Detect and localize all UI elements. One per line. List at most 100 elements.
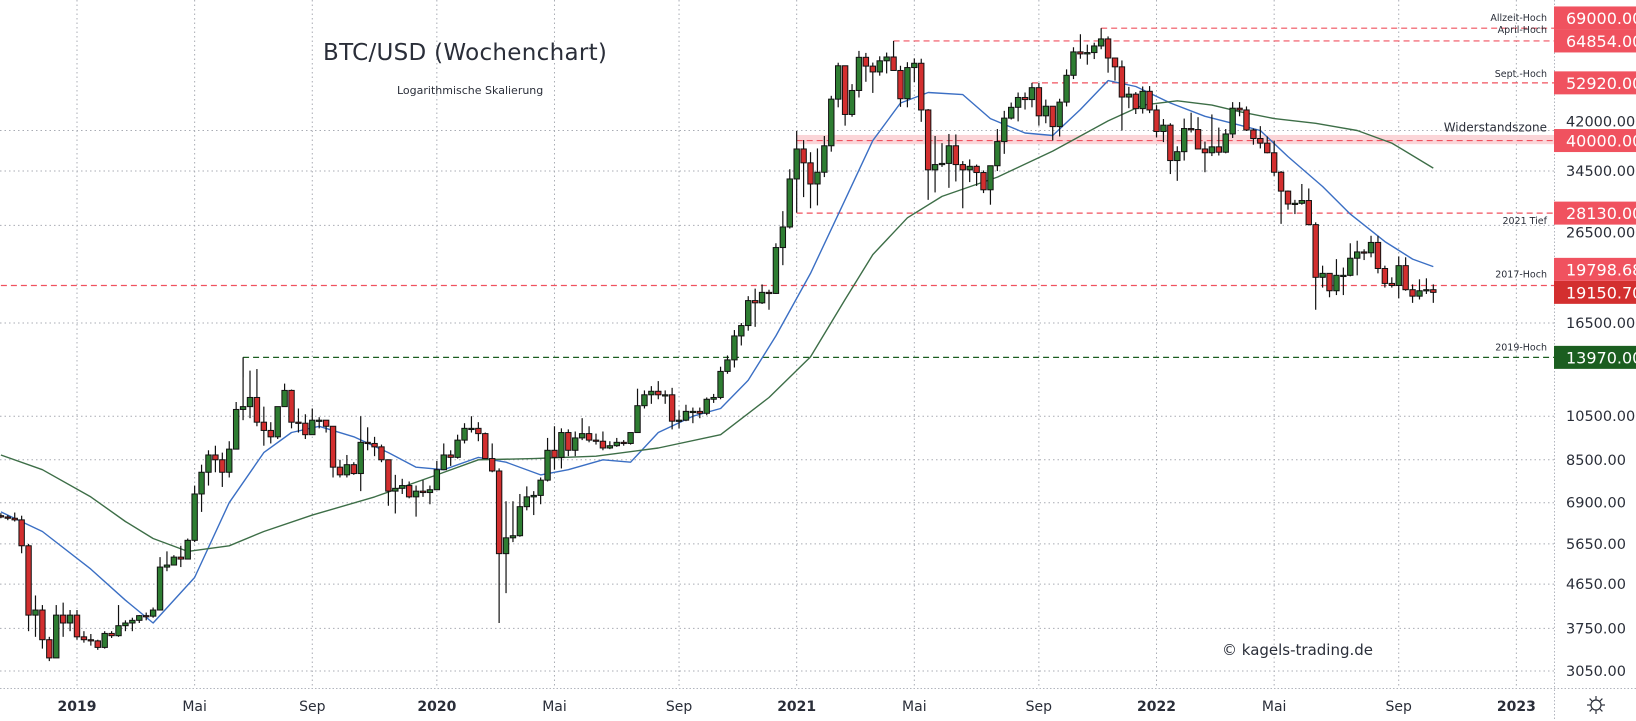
candle [1049, 105, 1056, 141]
candle-body-up [66, 614, 74, 624]
plot-area [0, 0, 1554, 688]
price-tick-label: 3050.00 [1566, 664, 1626, 680]
candle-body-up [170, 556, 178, 566]
candle [1354, 240, 1361, 276]
candle-body-up [1354, 251, 1361, 259]
candle [869, 62, 876, 93]
candle [862, 52, 870, 82]
candle [613, 437, 620, 447]
level-label: April-Hoch [1498, 25, 1547, 36]
candle-body-down [1381, 268, 1389, 284]
candle [537, 477, 544, 505]
candle-body-down [765, 291, 773, 295]
candle [710, 393, 717, 403]
candle-body-up [634, 405, 641, 434]
price-tick-label: 42000.00 [1566, 114, 1635, 130]
candle-body-down [405, 485, 413, 498]
candle-body-up [281, 389, 288, 408]
candle [246, 370, 254, 419]
candle-body-down [1167, 124, 1174, 162]
candle-body-down [1236, 107, 1243, 111]
candle-body-down [39, 609, 46, 641]
candle-body-up [129, 619, 136, 624]
candle-body-up [226, 448, 233, 473]
candle-body-up [987, 165, 994, 191]
candle-body-up [149, 609, 157, 617]
candle [1257, 126, 1264, 149]
price-level-box [1554, 345, 1636, 369]
price-level-box [1554, 201, 1636, 225]
candle [1104, 36, 1112, 73]
candle [454, 434, 461, 459]
price-level-box-label: 28130.00 [1566, 204, 1636, 223]
candle-body-down [1132, 93, 1139, 110]
price-tick-label: 34500.00 [1566, 164, 1635, 180]
candle-body-up [1056, 101, 1063, 128]
candle [606, 441, 614, 450]
candle [1264, 136, 1271, 154]
candle [703, 397, 710, 416]
candle-body-down [0, 515, 5, 518]
candle [191, 485, 198, 543]
candle-body-up [122, 622, 129, 627]
candle [87, 633, 95, 646]
candle-body-down [807, 162, 814, 185]
price-tick-label: 16500.00 [1566, 316, 1635, 332]
candle-body-up [855, 56, 863, 91]
candle [495, 468, 503, 623]
candle [1132, 92, 1139, 115]
candle-body-down [489, 458, 496, 472]
candle [94, 639, 101, 650]
candle-body-down [1430, 289, 1437, 293]
candle-body-up [502, 537, 510, 555]
candle [80, 631, 88, 643]
candle-body-down [267, 429, 274, 438]
candle [1035, 82, 1043, 126]
candle [938, 143, 946, 167]
candle [1028, 82, 1036, 108]
candle [288, 389, 295, 429]
candle-body-up [1291, 202, 1299, 206]
candle [821, 135, 828, 178]
candle-body-up [440, 454, 447, 471]
candle-body-down [1360, 251, 1368, 254]
candle [994, 129, 1001, 172]
candle [662, 390, 669, 404]
candle [745, 296, 752, 331]
candle-body-up [828, 98, 835, 147]
candle-body-down [1409, 289, 1416, 297]
candle [1326, 272, 1333, 298]
candle [295, 408, 302, 433]
candle-body-up [53, 614, 60, 659]
candle-body-up [468, 427, 475, 431]
candle [1070, 47, 1077, 80]
time-tick-label: 2022 [1137, 699, 1176, 715]
candle [1091, 42, 1098, 60]
candle [904, 62, 911, 108]
candle [558, 428, 565, 469]
candle [807, 152, 814, 209]
gear-icon[interactable] [1585, 694, 1607, 716]
candle-body-up [1042, 105, 1049, 117]
candle [281, 383, 288, 408]
candle [170, 555, 178, 566]
current-price-box [1554, 280, 1636, 304]
candle [489, 443, 496, 473]
candle-body-up [675, 419, 683, 422]
candle [551, 426, 558, 470]
candle [758, 284, 766, 304]
candle [828, 95, 835, 152]
candle [18, 515, 25, 554]
candle-body-up [1125, 93, 1133, 98]
chart-title: BTC/USD (Wochenchart) [323, 40, 608, 66]
candle [648, 386, 655, 404]
candle-body-up [509, 535, 517, 539]
time-tick-label: 2023 [1497, 699, 1536, 715]
candle-body-down [18, 519, 25, 547]
time-tick-label: Sep [299, 699, 326, 715]
candle [39, 605, 46, 649]
price-level-box [1554, 6, 1636, 30]
candle [336, 459, 344, 478]
candle-body-up [724, 359, 731, 372]
